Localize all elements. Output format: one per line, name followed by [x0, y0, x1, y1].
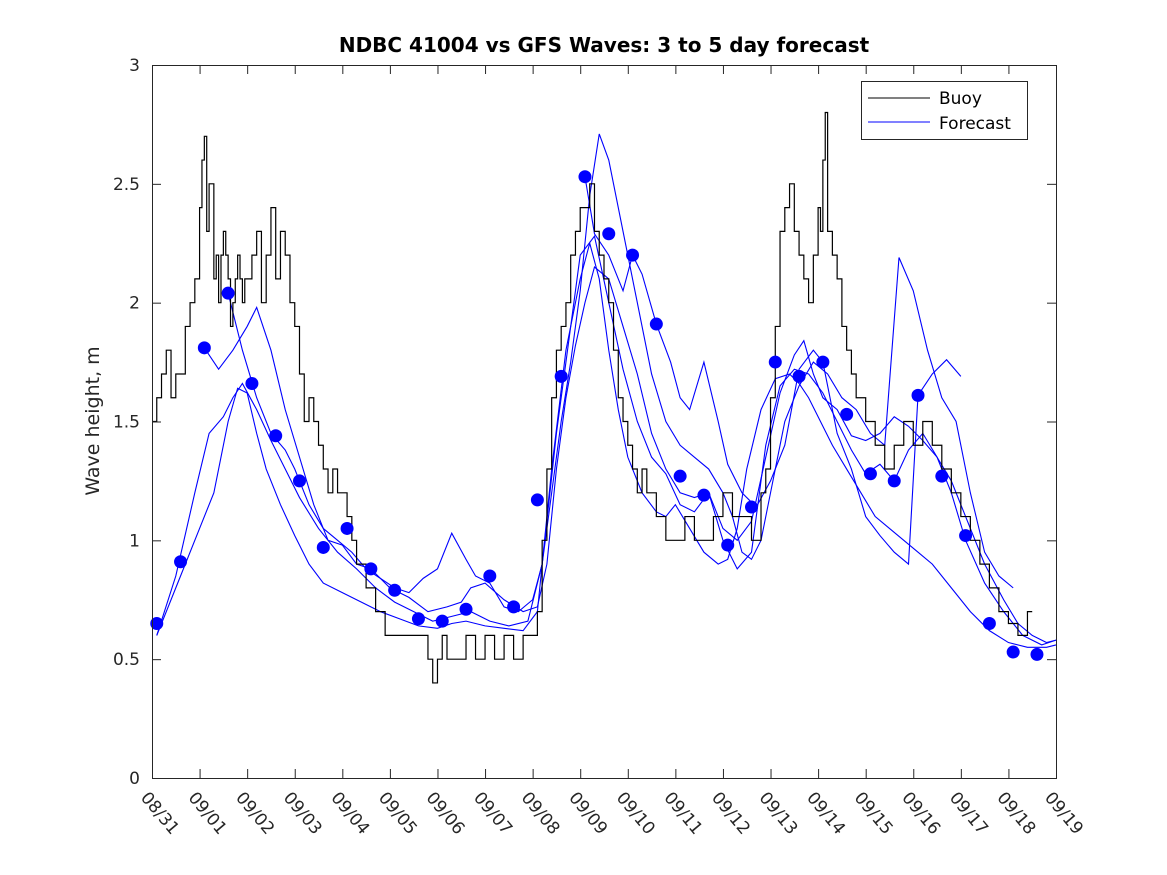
x-tick-label: 09/05 [374, 788, 421, 838]
forecast-point [626, 248, 640, 262]
forecast-line-forecast-run-c [203, 266, 1057, 644]
forecast-point [1006, 645, 1020, 659]
forecast-point [292, 474, 306, 488]
forecast-point [840, 407, 854, 421]
forecast-point [340, 521, 354, 535]
legend-forecast-label: Forecast [939, 114, 1011, 134]
y-tick-label: 2.5 [113, 175, 140, 195]
y-tick-label: 3 [129, 56, 140, 76]
forecast-point [174, 555, 188, 569]
y-tick-label: 1.5 [113, 413, 140, 433]
forecast-point [578, 170, 592, 184]
forecast-point [673, 469, 687, 483]
plot-background [152, 65, 1056, 778]
forecast-point [911, 388, 925, 402]
x-tick-label: 09/16 [897, 788, 944, 838]
x-tick-label: 09/12 [707, 788, 754, 838]
forecast-point [435, 614, 449, 628]
x-tick-label: 09/09 [564, 788, 611, 838]
forecast-point [411, 612, 425, 626]
forecast-point [197, 341, 211, 355]
forecast-point [150, 617, 164, 631]
x-tick-label: 08/31 [136, 788, 183, 838]
x-tick-label: 09/15 [850, 788, 897, 838]
forecast-point [863, 467, 877, 481]
y-tick-label: 2 [129, 294, 140, 314]
x-tick-label: 09/03 [279, 788, 326, 838]
y-axis-label: Wave height, m [82, 346, 104, 495]
legend: Buoy Forecast [861, 81, 1028, 140]
x-tick-label: 09/04 [326, 788, 373, 838]
forecast-point [364, 562, 378, 576]
buoy-line [152, 111, 1033, 684]
forecast-line-forecast-run-e [584, 176, 962, 566]
forecast-point [744, 500, 758, 514]
y-tick-label: 0 [129, 769, 140, 789]
chart-title: NDBC 41004 vs GFS Waves: 3 to 5 day fore… [339, 33, 870, 57]
forecast-point [721, 538, 735, 552]
forecast-line-forecast-run-b [156, 234, 1057, 646]
legend-box [861, 81, 1028, 140]
y-tick-label: 1 [129, 531, 140, 551]
forecast-point [935, 469, 949, 483]
y-tick-label: 0.5 [113, 650, 140, 670]
x-tick-label: 09/18 [993, 788, 1040, 838]
forecast-point [388, 583, 402, 597]
x-tick-label: 09/01 [184, 788, 231, 838]
forecast-point [554, 369, 568, 383]
forecast-point [269, 429, 283, 443]
x-tick-label: 09/07 [469, 788, 516, 838]
forecast-point [792, 369, 806, 383]
forecast-point [697, 488, 711, 502]
x-tick-label: 09/14 [802, 788, 849, 838]
forecast-line-forecast-run-a [156, 241, 1057, 648]
forecast-point [1030, 647, 1044, 661]
x-tick-label: 09/02 [231, 788, 278, 838]
x-tick-label: 09/08 [517, 788, 564, 838]
forecast-point [507, 600, 521, 614]
forecast-point [316, 540, 330, 554]
forecast-point [649, 317, 663, 331]
forecast-point [816, 355, 830, 369]
forecast-point [768, 355, 782, 369]
series-layer [150, 111, 1057, 684]
forecast-point [602, 227, 616, 241]
x-tick-label: 09/06 [422, 788, 469, 838]
forecast-point [483, 569, 497, 583]
x-tick-label: 09/11 [660, 788, 707, 838]
x-tick-label: 09/17 [945, 788, 992, 838]
forecast-point [221, 286, 235, 300]
forecast-point [530, 493, 544, 507]
forecast-point [959, 529, 973, 543]
x-tick-label: 09/13 [755, 788, 802, 838]
forecast-point [887, 474, 901, 488]
forecast-point [245, 376, 259, 390]
x-tick-label: 09/19 [1040, 788, 1087, 838]
forecast-point [982, 617, 996, 631]
legend-buoy-label: Buoy [939, 89, 982, 109]
forecast-point [459, 602, 473, 616]
x-tick-label: 09/10 [612, 788, 659, 838]
